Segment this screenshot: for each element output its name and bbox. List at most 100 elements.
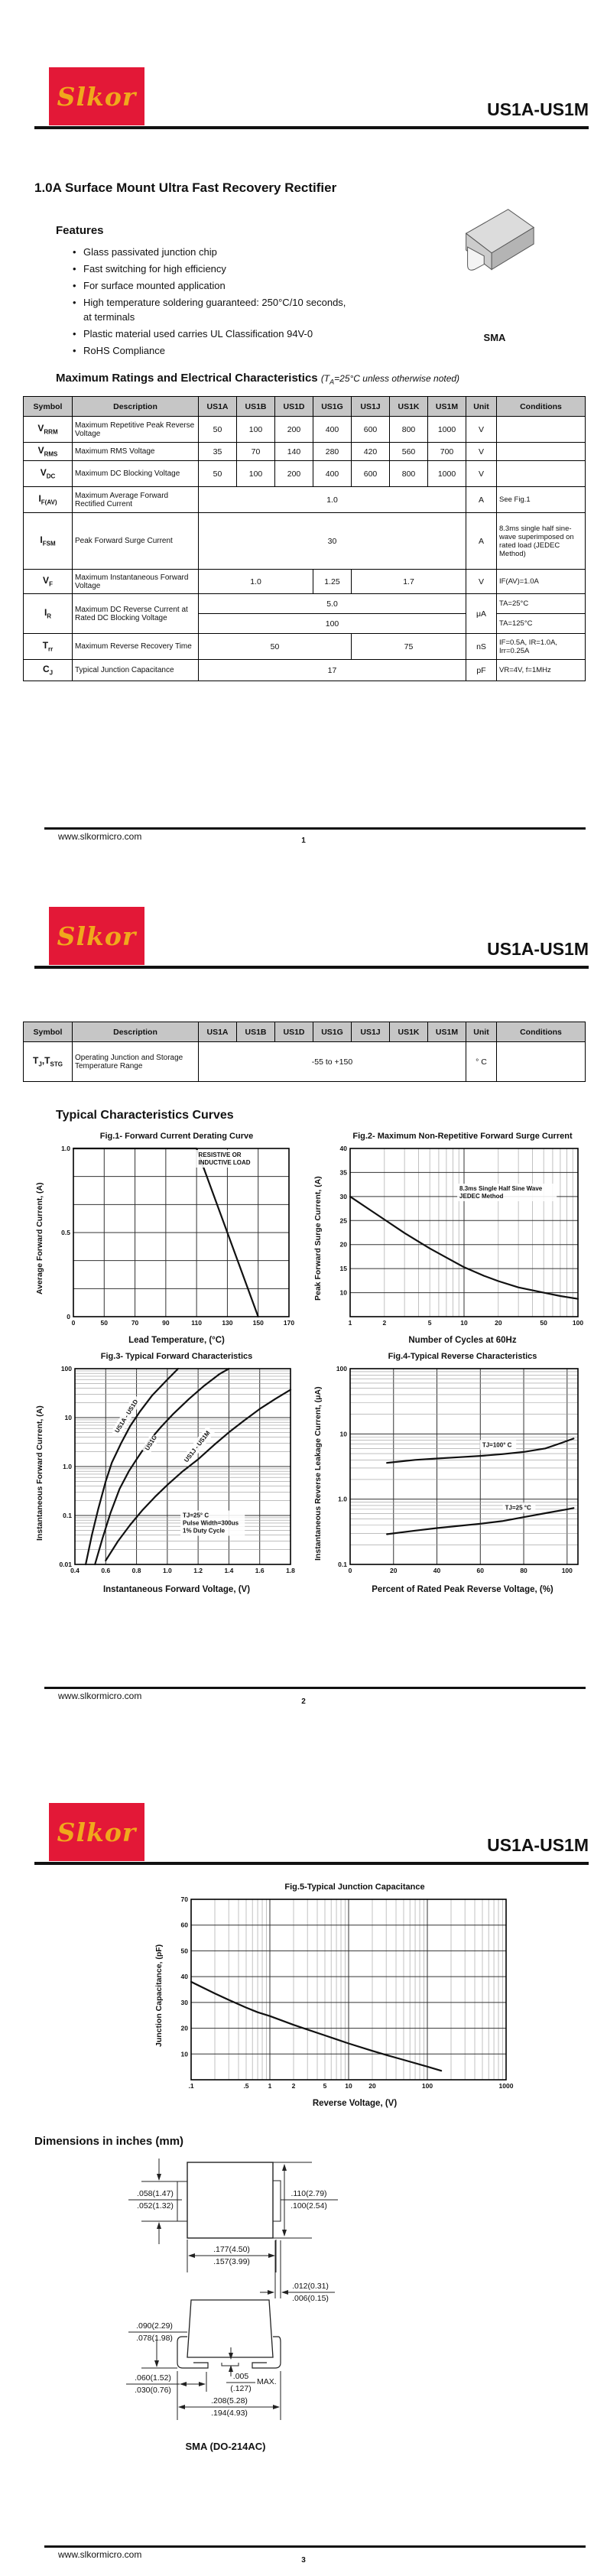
package-caption: SMA (DO-214AC)	[185, 2441, 266, 2452]
value-cell: 800	[389, 416, 428, 443]
value-cell: 400	[313, 416, 352, 443]
table-row-ifav: IF(AV) Maximum Average Forward Rectified…	[23, 486, 586, 513]
header-cell: Unit	[466, 396, 497, 417]
value-cell: 800	[389, 460, 428, 487]
footer-rule	[44, 827, 586, 830]
svg-text:20: 20	[340, 1241, 348, 1249]
header-cell: US1J	[351, 1022, 390, 1042]
table-row-vrrm: VRRM Maximum Repetitive Peak Reverse Vol…	[23, 416, 586, 443]
symbol-cell: IR	[23, 593, 73, 634]
value-cell: 280	[313, 442, 352, 461]
desc-cell: Maximum DC Blocking Voltage	[72, 460, 199, 487]
desc-cell: Typical Junction Capacitance	[72, 659, 199, 681]
fig5-block: Fig.5-Typical Junction Capacitance Junct…	[153, 1882, 543, 2108]
unit-cell: V	[466, 569, 497, 594]
footer-rule	[44, 2545, 586, 2548]
feature-item: • Plastic material used carries UL Classi…	[73, 328, 313, 339]
value-cell: 200	[274, 460, 313, 487]
svg-text:100: 100	[422, 2082, 433, 2090]
page-number: 3	[301, 2556, 306, 2565]
cond-cell	[496, 442, 586, 461]
header-rule	[34, 966, 589, 969]
value-cell: 50	[198, 416, 237, 443]
svg-text:0.01: 0.01	[59, 1561, 72, 1568]
svg-text:60: 60	[181, 1921, 189, 1929]
header-cell: US1K	[389, 396, 428, 417]
svg-text:130: 130	[222, 1319, 232, 1327]
desc-cell: Maximum Instantaneous Forward Voltage	[72, 569, 199, 594]
dim-label-max: MAX.	[257, 2377, 277, 2386]
header-cell: US1B	[236, 1022, 275, 1042]
slkor-logo: Slkor	[49, 907, 144, 965]
svg-text:US1A - US1D: US1A - US1D	[113, 1398, 139, 1434]
slkor-logo-text: Slkor	[57, 81, 137, 112]
value-cell: 5.0	[198, 593, 466, 614]
feature-item: • High temperature soldering guaranteed: …	[73, 297, 346, 323]
svg-text:1.0: 1.0	[61, 1145, 70, 1152]
unit-cell: V	[466, 442, 497, 461]
unit-cell: V	[466, 460, 497, 487]
svg-text:INDUCTIVE LOAD: INDUCTIVE LOAD	[199, 1159, 251, 1166]
fig5-title: Fig.5-Typical Junction Capacitance	[284, 1882, 425, 1892]
svg-text:TJ=100° C: TJ=100° C	[482, 1441, 512, 1448]
value-cell: 100	[236, 416, 275, 443]
svg-text:80: 80	[520, 1567, 527, 1574]
svg-text:0.8: 0.8	[132, 1567, 141, 1574]
value-cell: 560	[389, 442, 428, 461]
header-cell: US1K	[389, 1022, 428, 1042]
header-cell: US1G	[313, 1022, 352, 1042]
fig1-ylabel: Average Forward Current, (A)	[35, 1182, 44, 1295]
value-cell: 75	[351, 633, 466, 660]
value-cell: 50	[198, 460, 237, 487]
table-header-row: Symbol Description US1A US1B US1D US1G U…	[23, 1022, 586, 1042]
svg-text:TJ=25 °C: TJ=25 °C	[505, 1504, 531, 1511]
unit-cell: ° C	[466, 1041, 497, 1082]
svg-text:15: 15	[340, 1265, 348, 1272]
value-cell: 1000	[427, 416, 466, 443]
header-cell: Conditions	[496, 1022, 586, 1042]
desc-cell: Maximum Average Forward Rectified Curren…	[72, 486, 199, 513]
svg-text:TJ=25° C: TJ=25° C	[183, 1512, 209, 1519]
svg-text:100: 100	[573, 1319, 583, 1327]
fig3-ylabel: Instantaneous Forward Current, (A)	[35, 1405, 44, 1541]
fig4-title: Fig.4-Typical Reverse Characteristics	[388, 1352, 537, 1361]
bullet-icon: •	[73, 328, 76, 339]
part-number-title: US1A-US1M	[487, 939, 589, 959]
value-cell: -55 to +150	[198, 1041, 466, 1082]
svg-text:10: 10	[65, 1414, 73, 1421]
value-cell: 1.25	[313, 569, 352, 594]
svg-text:.1: .1	[188, 2082, 193, 2090]
svg-text:8.3ms Single Half Sine Wave: 8.3ms Single Half Sine Wave	[459, 1185, 543, 1192]
svg-text:0.4: 0.4	[70, 1567, 80, 1574]
table-row-vf: VF Maximum Instantaneous Forward Voltage…	[23, 569, 586, 594]
header-cell: US1D	[274, 396, 313, 417]
table-row-vdc: VDC Maximum DC Blocking Voltage 50 100 2…	[23, 460, 586, 487]
dim-label-standoff: .005 (.127)	[230, 2372, 252, 2393]
svg-text:100: 100	[336, 1365, 347, 1372]
svg-text:1.0: 1.0	[63, 1463, 72, 1470]
slkor-logo: Slkor	[49, 1803, 144, 1861]
header-cell: Description	[72, 396, 199, 417]
header-cell: Conditions	[496, 396, 586, 417]
svg-text:0: 0	[72, 1319, 76, 1327]
header-cell: US1D	[274, 1022, 313, 1042]
bullet-icon: •	[73, 297, 76, 308]
value-cell: 400	[313, 460, 352, 487]
value-cell: 100	[198, 613, 466, 634]
fig3-block: Fig.3- Typical Forward Characteristics I…	[34, 1352, 306, 1594]
fig3-chart: 0.4 0.6 0.8 1.0 1.2 1.4 1.6 1.8 0.01 0.1 1.0 10 100 T…	[59, 1365, 295, 1574]
features-heading: Features	[56, 224, 104, 237]
header-cell: Unit	[466, 1022, 497, 1042]
table-row-vrms: VRMS Maximum RMS Voltage 35 70 140 280 4…	[23, 442, 586, 461]
header-cell: US1A	[198, 1022, 237, 1042]
desc-cell: Maximum Reverse Recovery Time	[72, 633, 199, 660]
header-cell: US1B	[236, 396, 275, 417]
value-cell: 17	[198, 659, 466, 681]
svg-text:1.0: 1.0	[163, 1567, 172, 1574]
dimensions-heading: Dimensions in inches (mm)	[34, 2135, 184, 2148]
svg-text:.5: .5	[243, 2082, 248, 2090]
page-number: 1	[301, 836, 306, 845]
svg-text:100: 100	[61, 1365, 72, 1372]
svg-text:50: 50	[181, 1947, 189, 1954]
